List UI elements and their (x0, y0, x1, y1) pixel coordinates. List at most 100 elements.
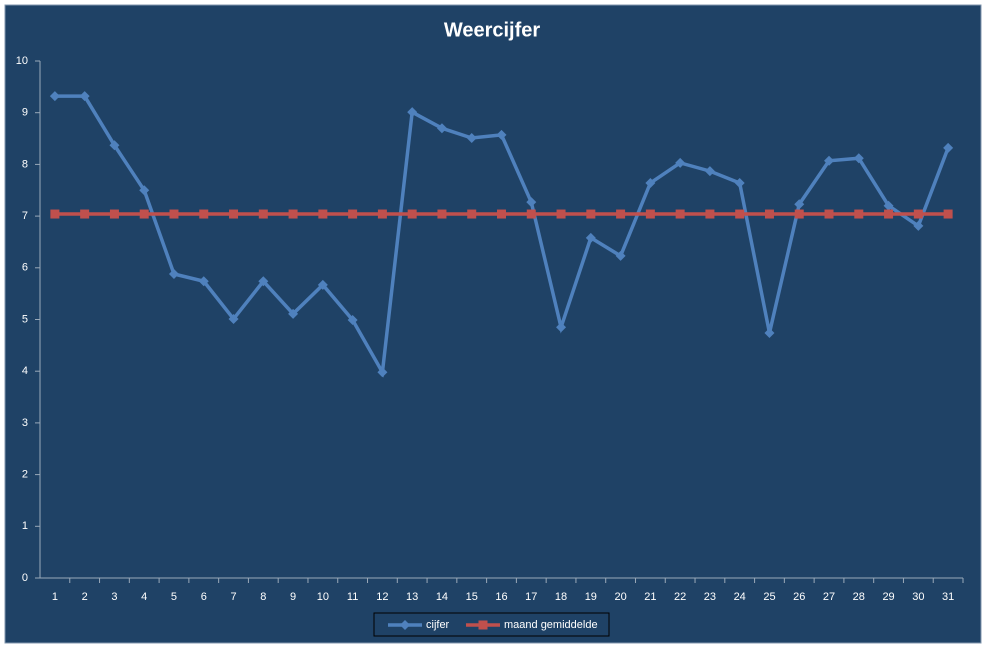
x-tick-label: 22 (674, 591, 686, 603)
x-tick-label: 2 (82, 591, 88, 603)
data-point (883, 200, 894, 211)
x-tick-label: 10 (317, 591, 329, 603)
data-point (764, 209, 774, 219)
data-point (824, 155, 835, 166)
data-point (645, 178, 656, 189)
x-tick-label: 19 (585, 591, 597, 603)
data-point (436, 123, 447, 134)
data-point (168, 269, 179, 280)
x-tick-label: 23 (704, 591, 716, 603)
x-tick-label: 11 (347, 591, 358, 603)
data-point (228, 313, 239, 324)
data-point (347, 315, 358, 326)
data-point (675, 209, 685, 219)
x-tick-label: 13 (406, 591, 418, 603)
y-tick-label: 4 (22, 365, 28, 377)
data-point (288, 209, 298, 219)
legend-marker (400, 620, 410, 630)
data-point (853, 153, 864, 164)
data-point (556, 322, 567, 333)
data-point (913, 220, 924, 231)
x-tick-label: 18 (555, 591, 567, 603)
x-tick-label: 27 (823, 591, 835, 603)
x-tick-label: 29 (882, 591, 894, 603)
x-tick-label: 25 (763, 591, 775, 603)
x-tick-label: 8 (260, 591, 266, 603)
y-tick-label: 5 (22, 313, 28, 325)
data-point (645, 209, 655, 219)
data-point (943, 142, 954, 153)
data-point (79, 91, 90, 102)
y-tick-label: 10 (16, 55, 28, 67)
data-point (139, 209, 149, 219)
data-point (913, 209, 923, 219)
x-tick-label: 5 (171, 591, 177, 603)
x-tick-label: 30 (912, 591, 924, 603)
data-point (407, 107, 418, 118)
data-point (407, 209, 417, 219)
x-tick-label: 14 (436, 591, 448, 603)
data-point (467, 209, 477, 219)
data-point (377, 367, 388, 378)
data-point (734, 178, 745, 189)
data-point (109, 140, 120, 151)
data-point (288, 308, 299, 319)
data-point (705, 209, 715, 219)
data-point (794, 209, 804, 219)
data-point (764, 327, 775, 338)
x-tick-label: 1 (52, 591, 58, 603)
data-point (824, 209, 834, 219)
data-point (169, 209, 179, 219)
x-tick-label: 28 (853, 591, 865, 603)
chart-title: Weercijfer (444, 19, 541, 41)
data-point (675, 157, 686, 168)
x-tick-label: 9 (290, 591, 296, 603)
x-tick-label: 24 (734, 591, 746, 603)
legend-label: maand gemiddelde (504, 619, 598, 631)
data-point (109, 209, 119, 219)
data-point (735, 209, 745, 219)
x-tick-label: 12 (376, 591, 388, 603)
legend-label: cijfer (426, 619, 450, 631)
chart-area (4, 4, 982, 644)
data-point (585, 232, 596, 243)
x-tick-label: 31 (942, 591, 954, 603)
data-point (615, 250, 626, 261)
data-point (258, 276, 269, 287)
data-point (526, 197, 537, 208)
data-point (556, 209, 566, 219)
data-point (348, 209, 358, 219)
data-point (704, 166, 715, 177)
y-tick-label: 6 (22, 262, 28, 274)
data-point (198, 276, 209, 287)
data-point (318, 209, 328, 219)
legend-marker (478, 620, 488, 630)
x-tick-label: 16 (495, 591, 507, 603)
y-tick-label: 3 (22, 417, 28, 429)
data-point (50, 209, 60, 219)
data-point (199, 209, 209, 219)
data-point (497, 209, 506, 219)
y-tick-label: 2 (22, 469, 28, 481)
y-tick-label: 8 (22, 158, 28, 170)
data-point (49, 91, 60, 102)
y-tick-label: 0 (22, 572, 28, 584)
x-tick-label: 21 (644, 591, 656, 603)
data-point (437, 209, 447, 219)
data-point (229, 209, 239, 219)
x-tick-label: 26 (793, 591, 805, 603)
x-tick-label: 17 (525, 591, 537, 603)
data-point (258, 209, 268, 219)
x-tick-label: 6 (201, 591, 207, 603)
data-point (794, 199, 805, 210)
data-point (139, 185, 150, 196)
data-point (317, 279, 328, 290)
y-tick-label: 7 (22, 210, 28, 222)
x-tick-label: 3 (111, 591, 117, 603)
x-tick-label: 7 (230, 591, 236, 603)
data-point (854, 209, 864, 219)
data-point (496, 129, 507, 140)
data-point (526, 209, 536, 219)
data-point (80, 209, 90, 219)
